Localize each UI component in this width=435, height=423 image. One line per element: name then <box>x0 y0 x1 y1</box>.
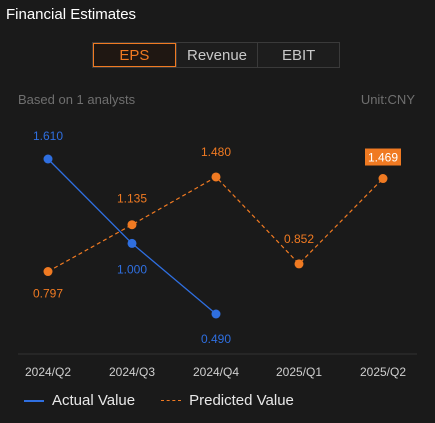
legend-actual-label: Actual Value <box>52 392 136 409</box>
predicted-point <box>43 267 53 277</box>
actual-point <box>211 309 221 319</box>
chart-legend: Actual Value Predicted Value <box>24 392 320 409</box>
actual-data-label: 1.610 <box>33 129 63 143</box>
legend-actual[interactable]: Actual Value <box>24 392 135 409</box>
legend-actual-swatch <box>24 399 44 402</box>
predicted-point <box>378 174 388 184</box>
actual-series-line <box>47 158 217 315</box>
predicted-point <box>127 220 137 230</box>
predicted-point <box>294 259 304 269</box>
x-tick-label: 2025/Q1 <box>276 365 322 379</box>
x-tick-label: 2025/Q2 <box>360 365 406 379</box>
x-tick-label: 2024/Q2 <box>25 365 71 379</box>
actual-data-label: 0.490 <box>201 332 231 346</box>
page-title: Financial Estimates <box>6 6 137 23</box>
actual-data-label: 1.000 <box>117 262 147 276</box>
predicted-series-line <box>47 176 384 273</box>
tab-ebit[interactable]: EBIT <box>257 43 340 67</box>
predicted-data-label: 1.135 <box>117 192 147 206</box>
predicted-data-label: 0.797 <box>33 287 63 301</box>
tab-revenue[interactable]: Revenue <box>175 43 258 67</box>
actual-point <box>127 238 137 248</box>
legend-predicted-swatch <box>161 400 182 401</box>
predicted-data-label: 1.469 <box>368 151 398 165</box>
predicted-data-label: 1.480 <box>201 145 231 159</box>
metric-tabs: EPS Revenue EBIT <box>92 42 340 68</box>
legend-predicted[interactable]: Predicted Value <box>161 392 294 409</box>
predicted-label-highlight <box>365 148 401 166</box>
actual-point <box>43 154 53 164</box>
analyst-count: Based on 1 analysts <box>18 92 136 107</box>
tab-eps[interactable]: EPS <box>93 43 176 67</box>
unit-label: Unit:CNY <box>360 92 415 107</box>
legend-predicted-label: Predicted Value <box>189 392 294 409</box>
x-tick-label: 2024/Q3 <box>109 365 155 379</box>
x-tick-label: 2024/Q4 <box>193 365 239 379</box>
predicted-point <box>211 172 221 182</box>
predicted-data-label: 0.852 <box>284 232 314 246</box>
